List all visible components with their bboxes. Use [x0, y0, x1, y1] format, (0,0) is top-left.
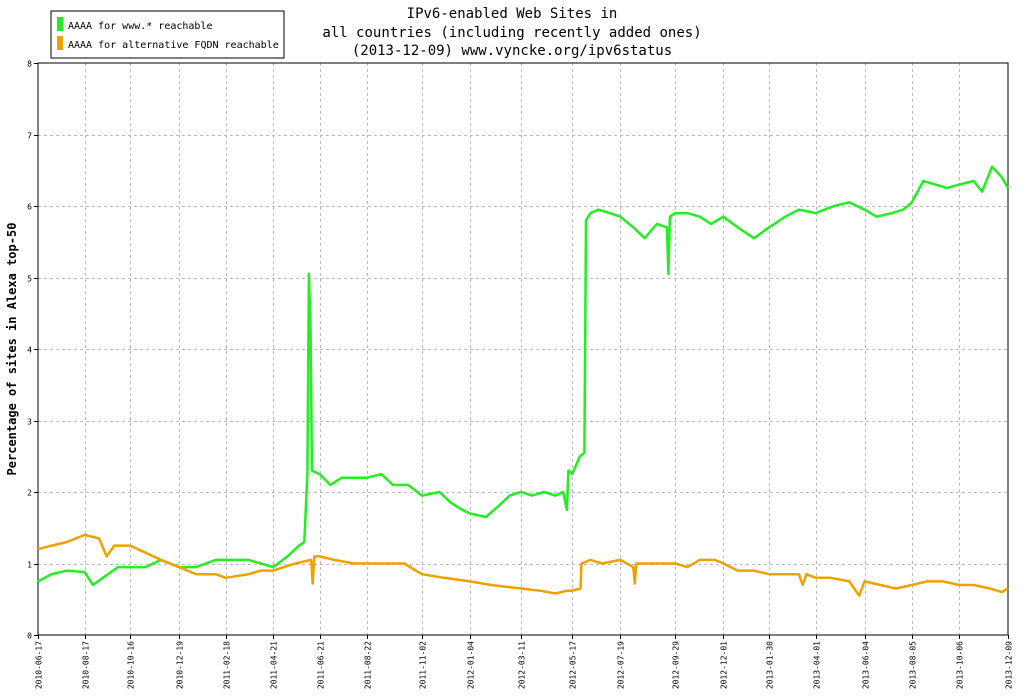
x-tick-label: 2011-02-18	[223, 641, 232, 689]
chart-title-line-2: all countries (including recently added …	[322, 25, 701, 41]
y-tick-label: 6	[27, 203, 32, 212]
x-tick-label: 2012-01-04	[467, 641, 476, 689]
x-tick-label: 2011-11-02	[419, 641, 428, 689]
y-tick-label: 8	[27, 60, 32, 69]
legend-label-alternative: AAAA for alternative FQDN reachable	[68, 40, 279, 51]
legend-label-www: AAAA for www.* reachable	[68, 21, 213, 32]
series-layer	[37, 165, 1010, 597]
y-tick-label: 5	[27, 275, 32, 284]
y-tick-label: 2	[27, 489, 32, 498]
legend-swatch-www	[57, 17, 63, 31]
legend-swatch-alternative	[57, 36, 63, 50]
x-tick-label: 2013-10-06	[956, 641, 965, 689]
x-tick-label: 2010-12-19	[176, 641, 185, 689]
series-line-www	[37, 165, 1010, 587]
x-tick-label: 2012-07-19	[617, 641, 626, 689]
x-tick-label: 2012-05-17	[569, 641, 578, 689]
x-tick-label: 2012-09-29	[672, 641, 681, 689]
x-tick-label: 2013-12-09	[1005, 641, 1014, 689]
chart-title-line-1: IPv6-enabled Web Sites in	[407, 6, 618, 22]
x-tick-label: 2011-06-21	[317, 641, 326, 689]
x-tick-label: 2011-04-21	[270, 641, 279, 689]
y-tick-label: 1	[27, 561, 32, 570]
series-line-alternative	[37, 533, 1009, 597]
x-tick-label: 2013-08-05	[909, 641, 918, 689]
grid	[38, 63, 1008, 635]
x-tick-label: 2013-04-01	[813, 641, 822, 689]
x-tick-label: 2012-03-11	[518, 641, 527, 689]
x-tick-label: 2010-08-17	[82, 641, 91, 689]
y-tick-label: 4	[27, 346, 32, 355]
legend: AAAA for www.* reachable AAAA for altern…	[50, 10, 285, 59]
x-tick-label: 2010-10-16	[127, 641, 136, 689]
x-tick-label: 2013-01-30	[766, 641, 775, 689]
x-tick-label: 2010-06-17	[35, 641, 44, 689]
legend-box	[50, 10, 285, 59]
x-tick-label: 2011-08-22	[364, 641, 373, 689]
y-axis-label: Percentage of sites in Alexa top-50	[5, 223, 19, 476]
chart-title: IPv6-enabled Web Sites in all countries …	[322, 6, 701, 59]
x-axis: 2010-06-17 2010-08-17 2010-10-16 2010-12-19…	[35, 635, 1014, 689]
y-tick-label: 0	[27, 632, 32, 641]
chart-title-line-3: (2013-12-09) www.vyncke.org/ipv6status	[352, 43, 672, 59]
y-axis: 0 1 2 3 4 5 6 7 8	[27, 60, 38, 641]
y-tick-label: 3	[27, 418, 32, 427]
x-tick-label: 2013-06-04	[862, 641, 871, 689]
x-tick-label: 2012-12-01	[720, 641, 729, 689]
y-tick-label: 7	[27, 132, 32, 141]
